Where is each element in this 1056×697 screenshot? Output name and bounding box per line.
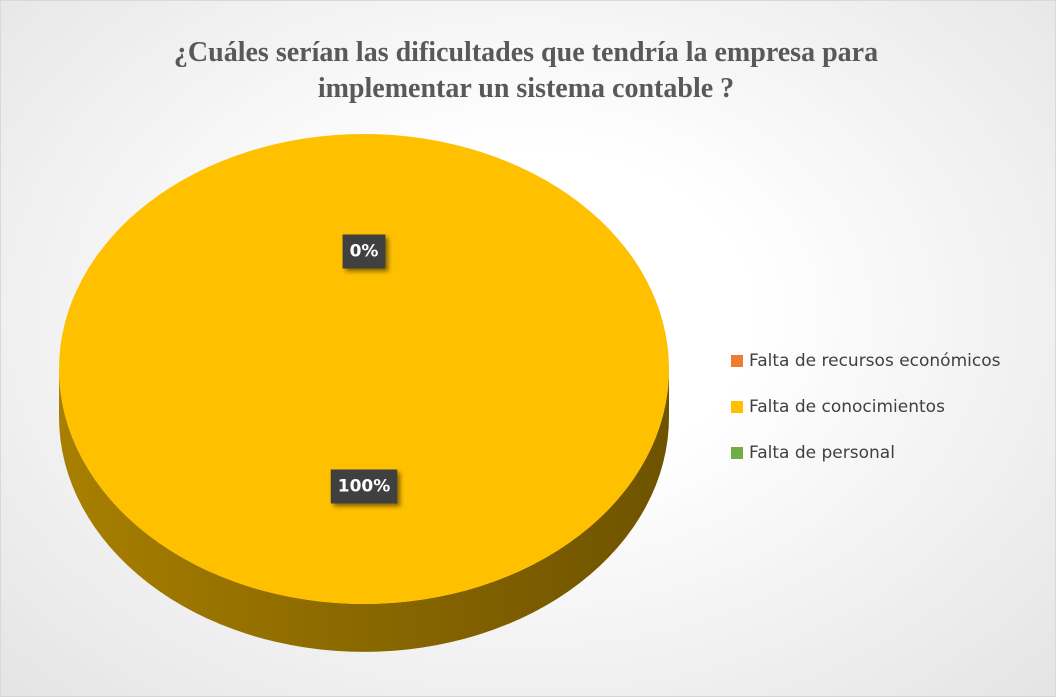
- legend-label: Falta de recursos económicos: [749, 351, 1001, 371]
- data-label: 0%: [350, 242, 379, 262]
- chart-title: ¿Cuáles serían las dificultades que tend…: [173, 37, 879, 104]
- legend-label: Falta de personal: [749, 443, 895, 463]
- legend-swatch: [731, 447, 743, 459]
- data-label-box: [342, 234, 386, 269]
- legend-label: Falta de conocimientos: [749, 397, 945, 417]
- pie-side: [59, 369, 669, 652]
- pie-slice: [59, 134, 669, 604]
- legend-swatch: [731, 355, 743, 367]
- data-label-box: [330, 469, 398, 504]
- data-label: 100%: [338, 477, 391, 497]
- legend-swatch: [731, 401, 743, 413]
